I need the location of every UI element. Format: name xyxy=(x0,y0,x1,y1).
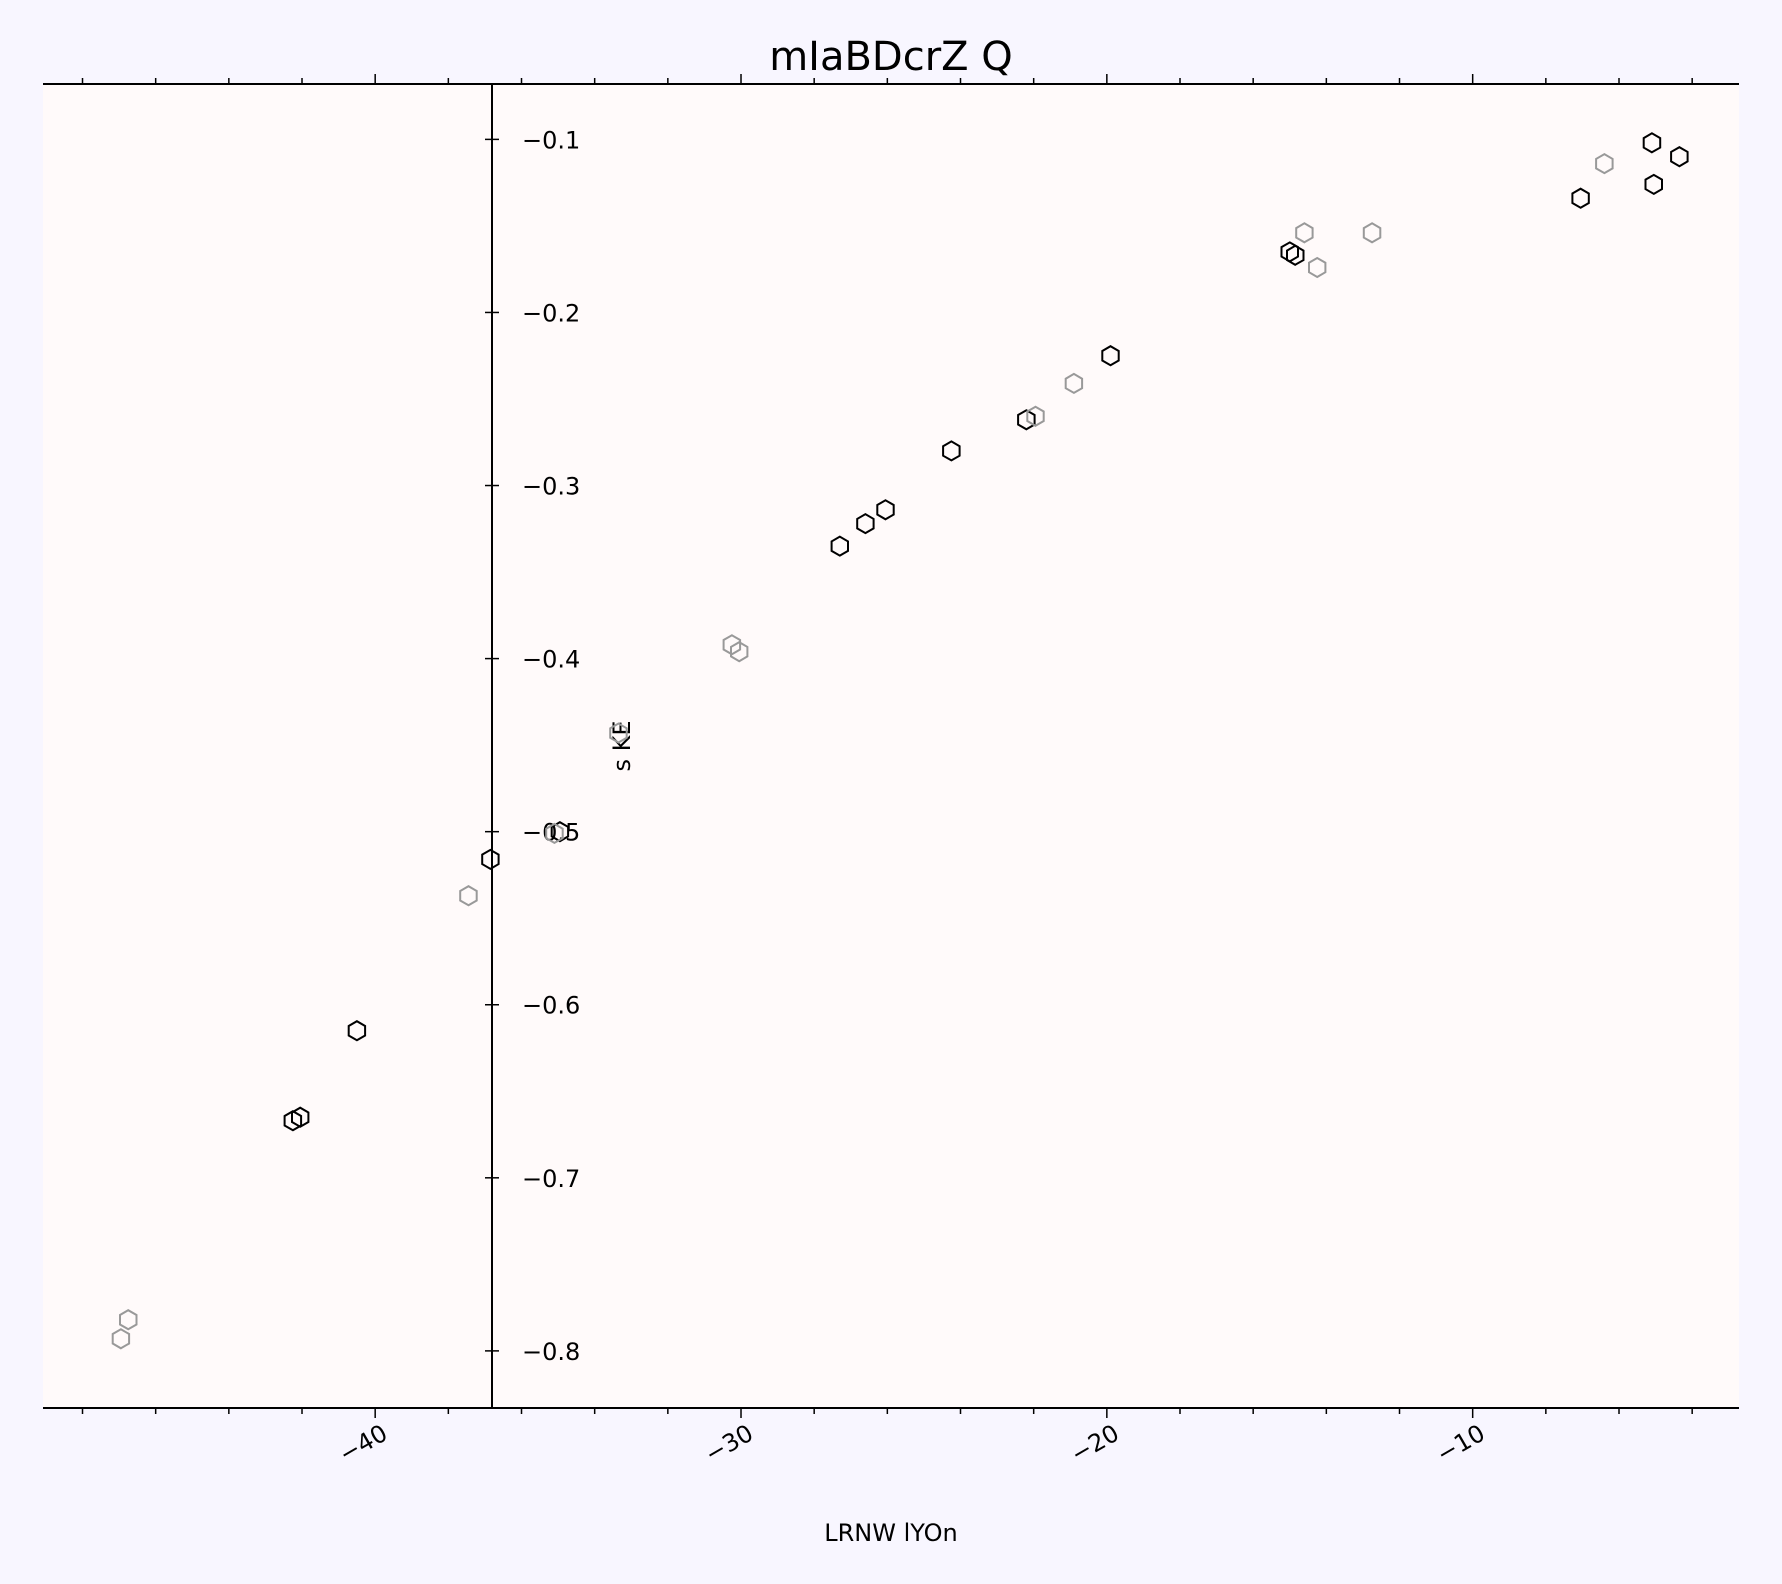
data-point xyxy=(1571,187,1590,209)
data-point xyxy=(1308,256,1327,279)
data-point xyxy=(1644,173,1663,196)
y-tick-label: −0.2 xyxy=(522,299,580,327)
data-point xyxy=(1286,244,1305,266)
data-point xyxy=(1026,405,1045,427)
data-points xyxy=(111,132,1689,1350)
data-point xyxy=(830,535,849,557)
data-point xyxy=(111,1328,131,1350)
plot-background xyxy=(43,84,1739,1408)
x-axis-label: LRNW lYOn xyxy=(824,1519,957,1547)
data-point xyxy=(1280,241,1299,263)
data-point xyxy=(609,722,628,744)
data-point xyxy=(283,1110,303,1132)
y-tick-label: −0.3 xyxy=(522,473,580,501)
data-point xyxy=(1642,132,1662,154)
data-point xyxy=(1362,222,1382,244)
x-tick-label: −10 xyxy=(1432,1419,1490,1469)
data-point xyxy=(856,512,875,535)
x-tick-label: −40 xyxy=(334,1419,392,1469)
y-tick-label: −0.8 xyxy=(522,1338,580,1366)
y-tick-label: −0.7 xyxy=(522,1165,580,1193)
data-point xyxy=(730,641,749,663)
data-point xyxy=(481,848,500,871)
x-tick-label: −20 xyxy=(1066,1419,1124,1469)
data-point xyxy=(1595,152,1614,175)
data-point xyxy=(545,822,564,845)
data-point xyxy=(347,1020,367,1042)
data-point xyxy=(876,499,895,521)
y-tick-label: −0.6 xyxy=(522,992,580,1020)
data-point xyxy=(722,634,742,656)
data-point xyxy=(1670,146,1689,168)
data-point xyxy=(459,885,478,907)
data-point xyxy=(942,440,961,462)
x-tick-label: −30 xyxy=(700,1419,758,1469)
data-point xyxy=(1101,345,1120,367)
y-axis-label: s KE xyxy=(608,720,636,771)
y-tick-label: −0.1 xyxy=(522,126,580,154)
data-point xyxy=(291,1106,310,1128)
data-point xyxy=(1295,222,1314,244)
data-point xyxy=(550,821,570,843)
data-point xyxy=(1064,372,1084,395)
chart-title: mIaBDcrZ Q xyxy=(769,34,1013,80)
y-tick-label: −0.4 xyxy=(522,646,580,674)
data-point xyxy=(119,1309,138,1331)
axes-frame xyxy=(43,83,1739,1409)
